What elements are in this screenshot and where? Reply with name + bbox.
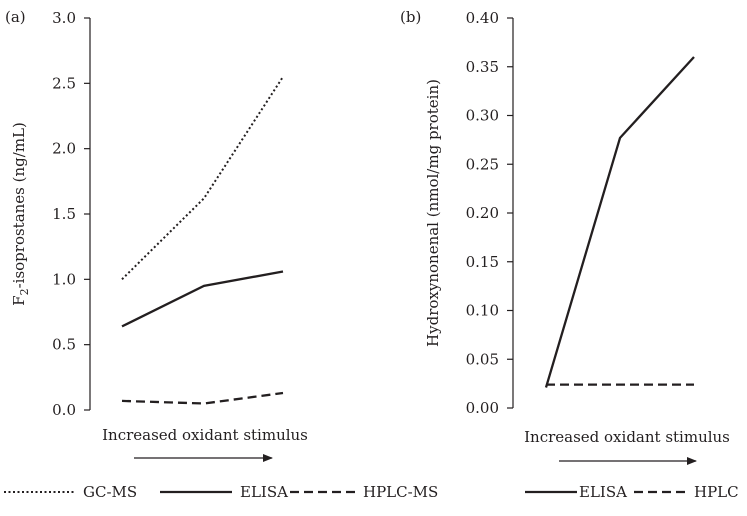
panel-a-y-tick-label: 2.0 xyxy=(52,140,76,158)
panel-b-y-tick-label: 0.40 xyxy=(466,9,499,27)
panel-b-label: (b) xyxy=(400,8,421,26)
panel-a-legend: GC-MS ELISA HPLC-MS xyxy=(4,483,438,501)
panel-a: (a) 0.0 0.5 1.0 1.5 2.0 2.5 3.0 F2-isoprostane… xyxy=(5,8,308,462)
panel-a-y-ticks: 0.0 0.5 1.0 1.5 2.0 2.5 3.0 xyxy=(52,9,90,419)
panel-a-legend-label-elisa: ELISA xyxy=(240,483,288,501)
panel-b-series-elisa-line xyxy=(544,56,695,388)
panel-a-y-axis-title: F2-isoprostanes (ng/mL) xyxy=(10,122,31,306)
panel-a-y-tick-label: 1.0 xyxy=(52,270,76,288)
panel-b-legend-label-elisa: ELISA xyxy=(579,483,627,501)
panel-a-label: (a) xyxy=(5,8,26,26)
panel-a-x-axis-title: Increased oxidant stimulus xyxy=(102,426,308,444)
panel-b-legend-label-hplc: HPLC xyxy=(694,483,739,501)
panel-a-legend-label-hplc-ms: HPLC-MS xyxy=(363,483,438,501)
panel-b-y-axis-title: Hydroxynonenal (nmol/mg protein) xyxy=(424,79,442,347)
panel-a-series-hplc-ms-line xyxy=(121,391,284,405)
panel-b-y-tick-label: 0.20 xyxy=(466,204,499,222)
panel-b-y-tick-label: 0.10 xyxy=(466,302,499,320)
panel-b-y-tick-label: 0.35 xyxy=(466,58,499,76)
panel-a-y-tick-label: 0.5 xyxy=(52,336,76,354)
panel-b-series xyxy=(544,56,695,388)
panel-b-y-tick-label: 0.00 xyxy=(466,399,499,417)
panel-b: (b) 0.00 0.05 0.10 0.15 0.20 0.25 0.30 0.35 0.40… xyxy=(400,8,730,465)
panel-a-series xyxy=(121,76,284,405)
panel-a-series-gc-ms-line xyxy=(121,76,284,281)
panel-b-y-tick-label: 0.05 xyxy=(466,350,499,368)
panel-a-y-tick-label: 1.5 xyxy=(52,205,76,223)
panel-a-y-tick-label: 3.0 xyxy=(52,9,76,27)
panel-b-y-tick-label: 0.25 xyxy=(466,155,499,173)
panel-b-y-tick-label: 0.30 xyxy=(466,107,499,125)
panel-b-y-tick-label: 0.15 xyxy=(466,253,499,271)
panel-b-y-ticks: 0.00 0.05 0.10 0.15 0.20 0.25 0.30 0.35 0.40 xyxy=(466,9,513,417)
panel-b-legend: ELISA HPLC xyxy=(525,483,739,501)
panel-a-legend-label-gc-ms: GC-MS xyxy=(83,483,137,501)
panel-a-y-tick-label: 0.0 xyxy=(52,401,76,419)
panel-b-x-axis-title: Increased oxidant stimulus xyxy=(524,428,730,446)
panel-a-y-tick-label: 2.5 xyxy=(52,74,76,92)
panel-a-series-elisa-line xyxy=(121,270,284,328)
